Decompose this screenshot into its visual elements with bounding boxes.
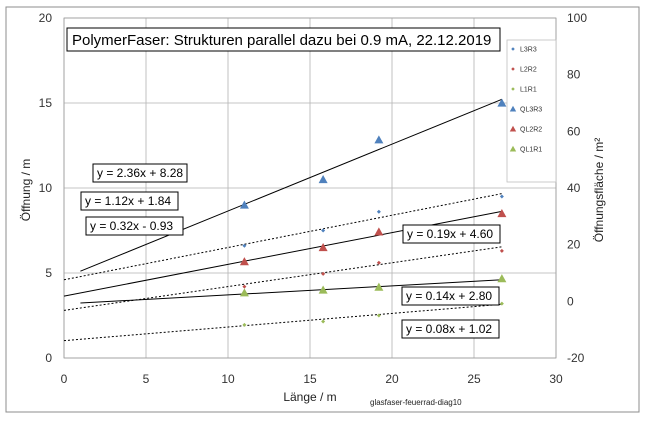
data-point-l2r2-1 [321, 271, 326, 276]
data-point-ql1r1-3 [497, 274, 507, 283]
chart-title: PolymerFaser: Strukturen parallel dazu b… [72, 32, 491, 49]
data-point-l1r1-3 [499, 301, 504, 306]
x-tick-label-5: 25 [467, 372, 481, 386]
legend: L3R3 L2R2 L1R1 QL3R3 QL2R2 QL1R1 [506, 39, 557, 183]
x-tick-label-2: 10 [221, 372, 235, 386]
legend-marker-ql3r3 [509, 105, 517, 112]
trendline-2 [80, 279, 502, 304]
trendline-4 [63, 246, 502, 311]
data-point-ql2r2-0 [239, 257, 249, 266]
data-point-ql3r3-2 [374, 135, 384, 144]
y-axis-title: Öffnung / m [19, 159, 33, 221]
data-point-l1r1-2 [376, 313, 381, 318]
data-point-ql3r3-3 [497, 98, 507, 107]
x-tick-label-1: 5 [143, 372, 150, 386]
data-point-l1r1-1 [321, 319, 326, 324]
x-tick-label-6: 30 [549, 372, 563, 386]
legend-label-ql2r2: QL2R2 [520, 127, 542, 134]
legend-label-l3r3: L3R3 [520, 47, 537, 54]
y-tick-label-3: 15 [39, 96, 53, 110]
data-point-l3r3-1 [321, 228, 326, 233]
data-point-ql2r2-2 [374, 227, 384, 236]
title-box: PolymerFaser: Strukturen parallel dazu b… [66, 27, 501, 52]
legend-marker-ql2r2 [509, 125, 517, 132]
footer-label: glasfaser-feuerrad-diag10 [370, 398, 462, 407]
legend-label-l1r1: L1R1 [520, 87, 537, 94]
data-point-ql1r1-2 [374, 282, 384, 291]
equation-box-5 [401, 319, 500, 339]
y2-tick-label-5: 80 [567, 68, 581, 82]
data-point-l3r3-0 [242, 243, 247, 248]
trendline-5 [63, 303, 502, 342]
data-point-l3r3-2 [376, 209, 381, 214]
equation-label-2: y = 0.32x - 0.93 [90, 219, 173, 233]
data-point-ql1r1-0 [239, 288, 249, 297]
y2-tick-label-0: -20 [567, 351, 585, 365]
y-tick-label-2: 10 [39, 181, 53, 195]
y2-axis-title: Öffnungsfläche / m² [592, 138, 606, 243]
legend-marker-ql1r1 [509, 145, 517, 152]
data-point-ql2r2-1 [318, 243, 328, 252]
equation-label-0: y = 2.36x + 8.28 [97, 166, 183, 180]
data-point-ql2r2-3 [497, 209, 507, 218]
x-tick-label-0: 0 [61, 372, 68, 386]
y2-tick-label-3: 40 [567, 181, 581, 195]
equation-box-0 [92, 163, 188, 183]
y-tick-label-0: 0 [45, 351, 52, 365]
y-tick-label-1: 5 [45, 266, 52, 280]
equation-box-1 [80, 191, 179, 211]
legend-label-ql3r3: QL3R3 [520, 107, 542, 114]
data-point-ql1r1-1 [318, 285, 328, 294]
tick-labels-layer: 0 5 10 15 20 25 30 0 5 10 15 20 -20 0 20 40 60 80 100 [39, 11, 588, 386]
x-axis-title: Länge / m [283, 390, 336, 404]
y-tick-label-4: 20 [39, 11, 53, 25]
data-point-l2r2-0 [242, 284, 247, 289]
y2-tick-label-1: 0 [567, 294, 574, 308]
equation-box-2 [85, 216, 184, 236]
legend-marker-l2r2 [511, 67, 515, 71]
data-point-ql3r3-1 [318, 175, 328, 184]
data-points-layer [239, 98, 507, 327]
trendline-equations: y = 2.36x + 8.28 y = 1.12x + 1.84 y = 0.32… [80, 163, 501, 339]
equation-box-4 [401, 286, 500, 306]
equation-label-3: y = 0.19x + 4.60 [407, 227, 493, 241]
equation-box-3 [402, 224, 501, 244]
legend-marker-l3r3 [511, 47, 515, 51]
data-point-l2r2-3 [499, 248, 504, 253]
x-tick-label-4: 20 [385, 372, 399, 386]
y2-tick-label-2: 20 [567, 238, 581, 252]
trendline-0 [80, 98, 503, 272]
plot-area-border [63, 17, 557, 359]
equation-label-5: y = 0.08x + 1.02 [406, 322, 492, 336]
data-point-ql3r3-0 [239, 200, 249, 209]
equation-label-1: y = 1.12x + 1.84 [85, 194, 171, 208]
data-point-l2r2-2 [376, 260, 381, 265]
equation-label-4: y = 0.14x + 2.80 [406, 289, 492, 303]
data-point-l3r3-3 [499, 194, 504, 199]
title-box-frame [66, 27, 501, 52]
legend-marker-l1r1 [511, 87, 515, 91]
x-tick-label-3: 15 [303, 372, 317, 386]
data-point-l1r1-0 [242, 322, 247, 327]
legend-label-ql1r1: QL1R1 [520, 147, 542, 154]
y2-tick-label-6: 100 [567, 11, 587, 25]
y2-tick-label-4: 60 [567, 124, 581, 138]
grid-layer [63, 17, 557, 359]
legend-label-l2r2: L2R2 [520, 67, 537, 74]
